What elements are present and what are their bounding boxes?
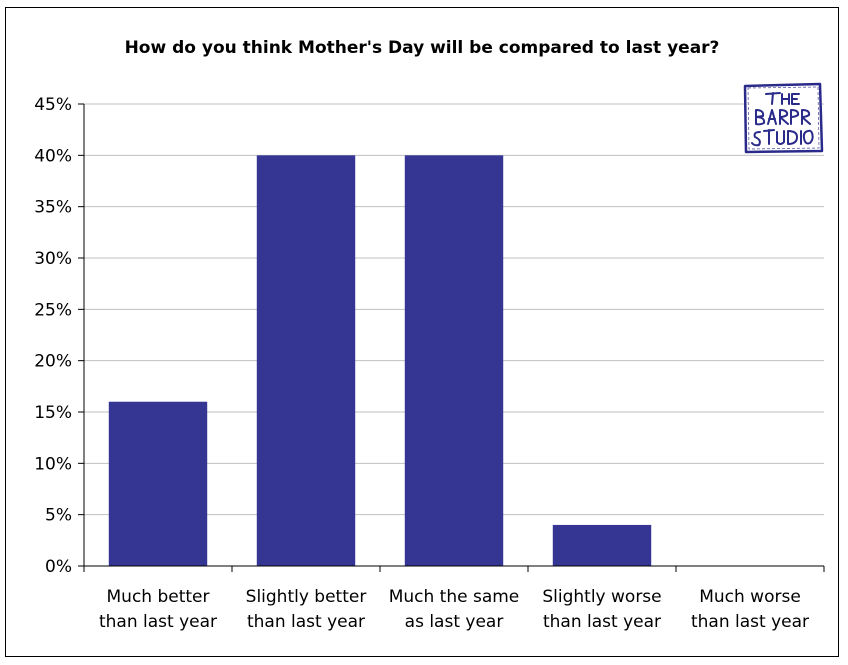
axes — [78, 103, 825, 572]
bar — [108, 401, 208, 566]
bar — [256, 155, 356, 567]
x-tick-label: Slightly worse than last year — [542, 587, 661, 632]
y-tick-label: 25% — [34, 300, 72, 320]
y-tick-label: 35% — [34, 198, 72, 218]
y-tick-label: 15% — [34, 403, 72, 423]
y-tick-label: 40% — [34, 146, 72, 166]
chart-title: How do you think Mother's Day will be co… — [124, 38, 720, 58]
y-tick-label: 0% — [45, 557, 72, 577]
x-tick-labels: Much better than last year Slightly better… — [99, 587, 809, 632]
bar — [404, 155, 504, 567]
y-tick-label: 10% — [34, 454, 72, 474]
y-tick-label: 20% — [34, 352, 72, 372]
barber-studio-logo — [743, 82, 824, 154]
x-tick-label: Slightly better than last year — [246, 587, 367, 632]
x-tick-label: Much worse than last year — [691, 587, 809, 632]
bar-chart: 0% 5% 10% 15% 20% 25% 30% 35% 40% 45% Much better… — [34, 95, 825, 632]
bars — [108, 155, 652, 567]
chart-frame: How do you think Mother's Day will be co… — [5, 7, 839, 657]
y-tick-label: 45% — [34, 95, 72, 115]
y-tick-label: 5% — [45, 506, 72, 526]
x-tick-label: Much better than last year — [99, 587, 217, 632]
x-tick-label: Much the same as last year — [389, 587, 520, 632]
bar — [552, 524, 652, 566]
y-tick-labels: 0% 5% 10% 15% 20% 25% 30% 35% 40% 45% — [34, 95, 72, 577]
y-tick-label: 30% — [34, 249, 72, 269]
